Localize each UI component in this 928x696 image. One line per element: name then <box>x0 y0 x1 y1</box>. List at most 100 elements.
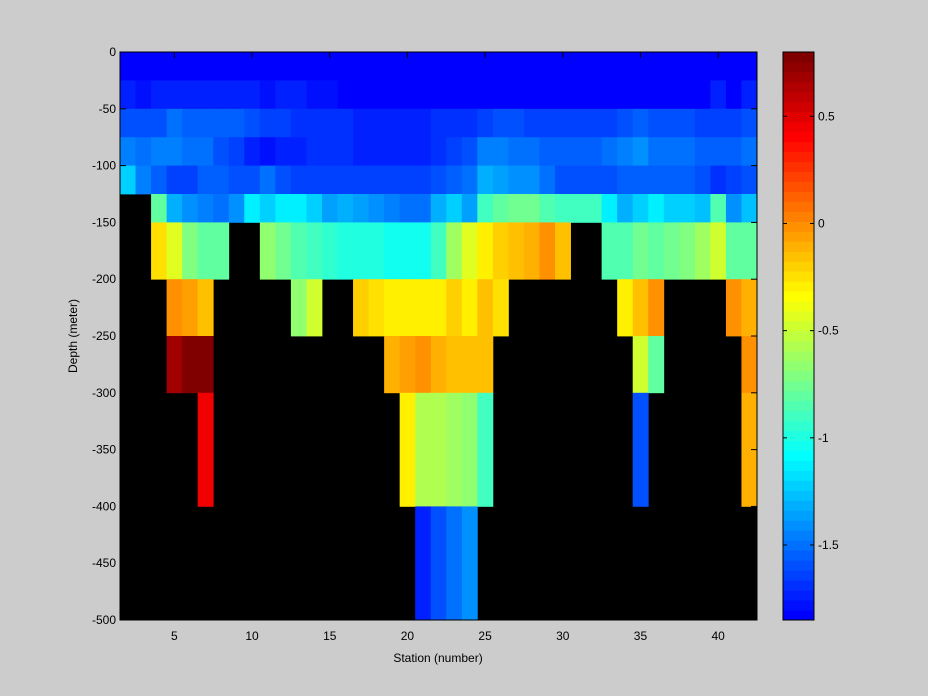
colorbar-segment <box>783 81 814 93</box>
heatmap-cell <box>306 80 323 110</box>
heatmap-cell <box>741 165 758 195</box>
heatmap-cell <box>617 80 634 110</box>
heatmap-cell <box>446 108 463 138</box>
heatmap-cell <box>197 108 214 138</box>
heatmap-cell <box>617 279 634 337</box>
colorbar-segment <box>783 370 814 382</box>
heatmap-cell <box>275 194 292 223</box>
heatmap-cell <box>290 52 307 81</box>
heatmap-cell <box>446 52 463 81</box>
heatmap-cell <box>461 108 478 138</box>
heatmap-cell <box>353 137 369 166</box>
heatmap-cell <box>166 52 183 81</box>
colorbar: 0.5 0 -0.5 -1 -1.5 <box>782 51 839 621</box>
colorbar-segment <box>783 181 814 192</box>
heatmap-cell <box>632 222 649 280</box>
heatmap-cell <box>290 222 307 280</box>
heatmap-cell <box>648 165 665 195</box>
heatmap-cell <box>523 80 540 110</box>
heatmap-cell <box>446 506 463 621</box>
heatmap-cell <box>290 80 307 110</box>
heatmap-cell <box>461 137 478 166</box>
colorbar-tick-label: -0.5 <box>818 324 839 338</box>
colorbar-segment <box>783 590 814 601</box>
heatmap-cell <box>586 52 603 81</box>
heatmap-cell <box>648 222 665 280</box>
heatmap-cell <box>492 52 509 81</box>
heatmap-cell <box>694 165 711 195</box>
heatmap-cell <box>477 108 494 138</box>
heatmap-cell <box>725 80 742 110</box>
heatmap-cell <box>741 222 758 280</box>
heatmap-cell <box>725 137 742 166</box>
heatmap-cell <box>151 194 168 223</box>
heatmap-cell <box>586 108 603 138</box>
heatmap-cell <box>368 80 385 110</box>
colorbar-segment <box>783 241 814 252</box>
heatmap-cell <box>306 108 323 138</box>
colorbar-segment <box>783 530 814 541</box>
heatmap-cell <box>275 80 292 110</box>
heatmap-cell <box>166 279 183 337</box>
heatmap-cell <box>632 279 649 337</box>
heatmap-cell <box>570 108 587 138</box>
heatmap-cell <box>166 222 183 280</box>
heatmap-cell <box>508 222 525 280</box>
x-axis-label: Station (number) <box>393 651 482 665</box>
heatmap-cell <box>384 80 401 110</box>
colorbar-segment <box>783 71 814 83</box>
heatmap-cell <box>430 506 447 621</box>
heatmap-cell <box>166 336 183 394</box>
colorbar-segment <box>783 331 814 342</box>
heatmap-cell <box>197 194 214 223</box>
heatmap-cell <box>353 279 369 337</box>
heatmap-cell <box>399 137 416 166</box>
y-tick-label: -500 <box>92 613 116 627</box>
heatmap-cell <box>415 137 432 166</box>
heatmap-cell <box>477 279 494 337</box>
heatmap-cell <box>275 108 292 138</box>
heatmap-cell <box>151 52 168 81</box>
heatmap-cell <box>306 137 323 166</box>
heatmap-cell <box>694 137 711 166</box>
heatmap-cell <box>555 52 571 81</box>
heatmap-cell <box>415 52 432 81</box>
heatmap-cell <box>384 108 401 138</box>
heatmap-cell <box>555 108 571 138</box>
heatmap-cell <box>384 279 401 337</box>
heatmap-cell <box>461 392 478 507</box>
heatmap-cell <box>244 137 261 166</box>
heatmap-cell <box>151 80 168 110</box>
heatmap-cell <box>384 222 401 280</box>
heatmap-cell <box>353 165 369 195</box>
y-axis-label: Depth (meter) <box>66 299 80 373</box>
heatmap-cell <box>430 108 447 138</box>
heatmap-cell <box>213 194 230 223</box>
heatmap-cell <box>570 80 587 110</box>
heatmap-cell <box>306 52 323 81</box>
colorbar-segment <box>783 221 814 232</box>
heatmap-cell <box>446 194 463 223</box>
colorbar-segment <box>783 271 814 282</box>
heatmap-cell <box>384 137 401 166</box>
y-tick-label: -100 <box>92 159 116 173</box>
heatmap-cell <box>228 165 245 195</box>
x-tick-label: 15 <box>323 629 337 643</box>
x-tick-label: 10 <box>245 629 259 643</box>
heatmap-cell <box>632 165 649 195</box>
heatmap-cell <box>337 137 354 166</box>
heatmap-cell <box>244 165 261 195</box>
colorbar-segment <box>783 211 814 222</box>
heatmap-cell <box>663 108 680 138</box>
heatmap-cell <box>632 392 649 507</box>
heatmap-cell <box>135 80 152 110</box>
heatmap-cell <box>477 392 494 507</box>
colorbar-segment <box>783 251 814 262</box>
heatmap-cell <box>213 52 230 81</box>
heatmap-cell <box>555 137 571 166</box>
heatmap-cell <box>601 194 618 223</box>
heatmap-cell <box>430 222 447 280</box>
colorbar-segment <box>783 540 814 551</box>
heatmap-cell <box>679 165 696 195</box>
colorbar-segment <box>783 350 814 362</box>
